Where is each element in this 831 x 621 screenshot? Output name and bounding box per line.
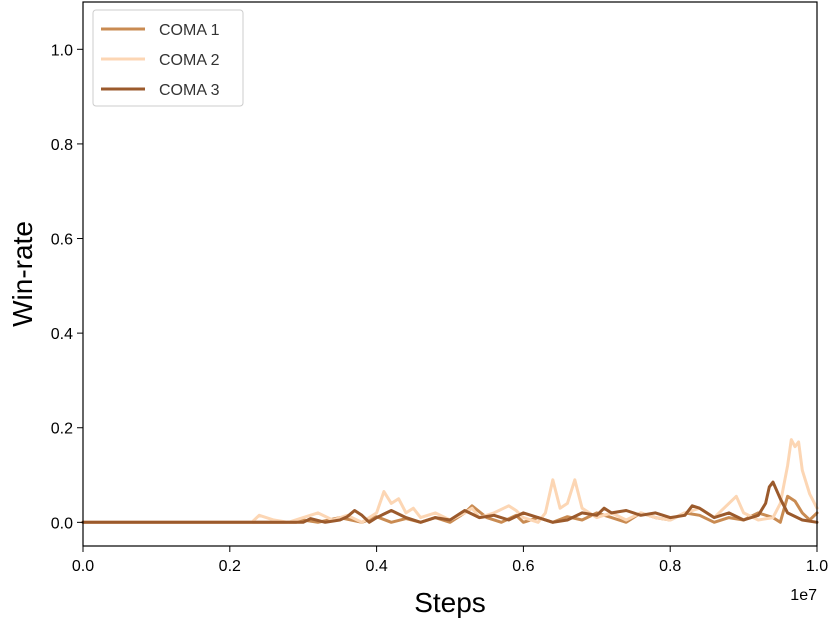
series-line-3 bbox=[81, 480, 819, 524]
legend: COMA 1 COMA 2 COMA 3 bbox=[92, 9, 244, 107]
x-tick-label: 0.0 bbox=[72, 558, 94, 575]
y-axis-title: Win-rate bbox=[7, 221, 38, 327]
series-line-1 bbox=[81, 494, 819, 524]
y-tick-label: 0.0 bbox=[51, 515, 73, 532]
x-tick-label: 0.6 bbox=[512, 558, 534, 575]
legend-box bbox=[92, 9, 244, 107]
legend-label-3: COMA 3 bbox=[159, 82, 220, 99]
x-tick-label: 0.4 bbox=[365, 558, 387, 575]
y-tick-label: 0.2 bbox=[51, 421, 73, 438]
series-line-2 bbox=[81, 438, 819, 524]
x-axis-offset-label: 1e7 bbox=[790, 587, 817, 604]
legend-label-1: COMA 1 bbox=[159, 22, 220, 39]
series-layer bbox=[81, 438, 819, 524]
y-tick-label: 0.6 bbox=[51, 232, 73, 249]
x-axis: 0.0 0.2 0.4 0.6 0.8 1.0 bbox=[72, 546, 828, 575]
x-tick-label: 1.0 bbox=[806, 558, 828, 575]
x-tick-label: 0.2 bbox=[219, 558, 241, 575]
y-tick-label: 0.4 bbox=[51, 326, 73, 343]
y-axis: 0.0 0.2 0.4 0.6 0.8 1.0 bbox=[51, 42, 83, 532]
y-tick-label: 1.0 bbox=[51, 42, 73, 59]
x-axis-title: Steps bbox=[414, 587, 486, 618]
plot-frame bbox=[82, 1, 818, 547]
y-tick-label: 0.8 bbox=[51, 137, 73, 154]
x-tick-label: 0.8 bbox=[659, 558, 681, 575]
legend-label-2: COMA 2 bbox=[159, 52, 220, 69]
